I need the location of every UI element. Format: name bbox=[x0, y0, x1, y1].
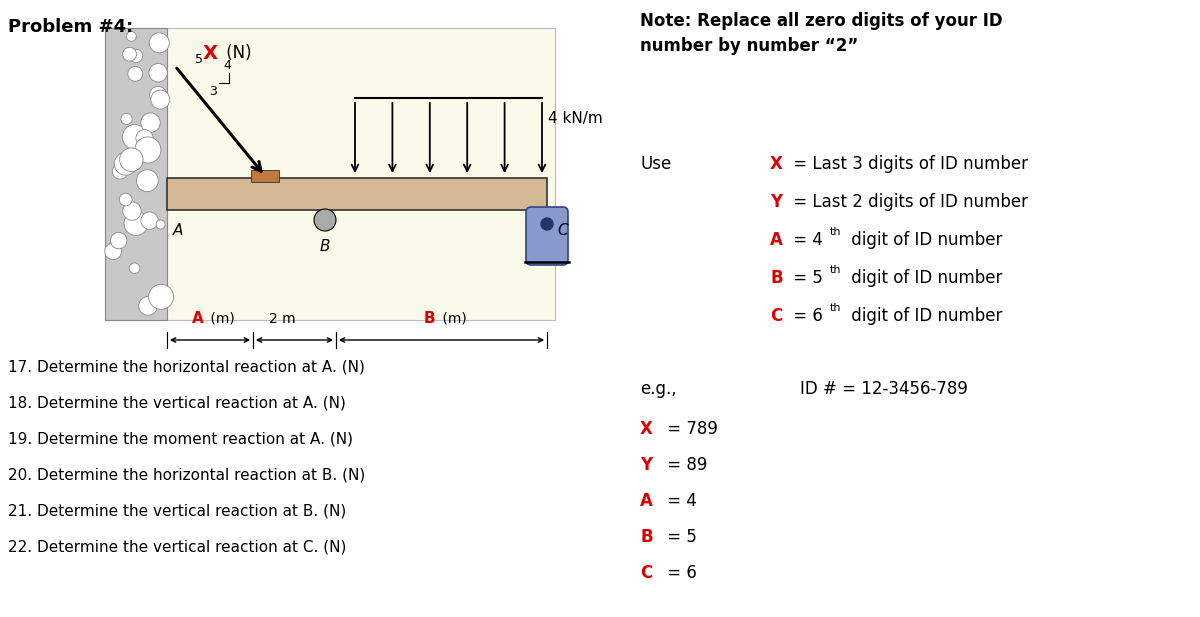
Bar bbox=[251, 170, 278, 182]
Text: $C$: $C$ bbox=[557, 222, 570, 238]
Text: B: B bbox=[640, 528, 653, 546]
Text: = 4: = 4 bbox=[662, 492, 697, 510]
Text: B: B bbox=[770, 269, 782, 287]
Bar bbox=[167, 178, 547, 210]
Text: Use: Use bbox=[640, 155, 671, 173]
Bar bbox=[106, 28, 554, 320]
Text: (m): (m) bbox=[206, 312, 235, 326]
Circle shape bbox=[113, 164, 127, 179]
Text: Y: Y bbox=[770, 193, 782, 211]
Circle shape bbox=[140, 113, 161, 133]
Text: th: th bbox=[830, 303, 841, 313]
Text: 22. Determine the vertical reaction at C. (N): 22. Determine the vertical reaction at C… bbox=[8, 540, 347, 555]
Circle shape bbox=[137, 170, 158, 192]
Circle shape bbox=[122, 125, 148, 149]
Text: th: th bbox=[830, 227, 841, 237]
Bar bbox=[106, 28, 167, 320]
Circle shape bbox=[120, 148, 143, 172]
Circle shape bbox=[114, 152, 137, 175]
Text: th: th bbox=[830, 265, 841, 275]
Text: X: X bbox=[770, 155, 782, 173]
Circle shape bbox=[130, 49, 143, 62]
Text: = Last 2 digits of ID number: = Last 2 digits of ID number bbox=[788, 193, 1028, 211]
Text: $A$: $A$ bbox=[172, 222, 185, 238]
Circle shape bbox=[149, 33, 169, 53]
Text: (N): (N) bbox=[221, 44, 252, 62]
Circle shape bbox=[121, 114, 132, 125]
Text: ID # = 12-3456-789: ID # = 12-3456-789 bbox=[800, 380, 968, 398]
Text: X: X bbox=[203, 44, 218, 63]
Text: = 89: = 89 bbox=[662, 456, 707, 474]
Text: 5: 5 bbox=[194, 53, 203, 66]
Text: digit of ID number: digit of ID number bbox=[846, 307, 1002, 325]
Text: = 4: = 4 bbox=[788, 231, 823, 249]
Text: digit of ID number: digit of ID number bbox=[846, 231, 1002, 249]
Text: X: X bbox=[640, 420, 653, 438]
Text: digit of ID number: digit of ID number bbox=[846, 269, 1002, 287]
Text: 17. Determine the horizontal reaction at A. (N): 17. Determine the horizontal reaction at… bbox=[8, 360, 365, 375]
Circle shape bbox=[126, 31, 137, 41]
Text: A: A bbox=[640, 492, 653, 510]
Text: 4: 4 bbox=[223, 59, 230, 72]
Text: C: C bbox=[640, 564, 653, 582]
Text: $B$: $B$ bbox=[319, 238, 330, 254]
Circle shape bbox=[104, 243, 121, 260]
Circle shape bbox=[124, 212, 148, 236]
Text: e.g.,: e.g., bbox=[640, 380, 677, 398]
Circle shape bbox=[122, 202, 142, 220]
Circle shape bbox=[127, 67, 143, 81]
Text: 19. Determine the moment reaction at A. (N): 19. Determine the moment reaction at A. … bbox=[8, 432, 353, 447]
Text: = 5: = 5 bbox=[662, 528, 697, 546]
Circle shape bbox=[139, 297, 157, 315]
Text: A: A bbox=[770, 231, 782, 249]
Text: 2 m: 2 m bbox=[269, 312, 296, 326]
Text: = 6: = 6 bbox=[788, 307, 823, 325]
Text: 4 kN/m: 4 kN/m bbox=[548, 110, 602, 125]
Text: 20. Determine the horizontal reaction at B. (N): 20. Determine the horizontal reaction at… bbox=[8, 468, 365, 483]
Circle shape bbox=[149, 64, 167, 82]
Text: Y: Y bbox=[640, 456, 652, 474]
Circle shape bbox=[116, 154, 132, 168]
Text: B: B bbox=[424, 311, 436, 326]
Circle shape bbox=[314, 209, 336, 231]
Text: Problem #4:: Problem #4: bbox=[8, 18, 133, 36]
Text: 3: 3 bbox=[209, 85, 217, 98]
Text: C: C bbox=[770, 307, 782, 325]
Text: 18. Determine the vertical reaction at A. (N): 18. Determine the vertical reaction at A… bbox=[8, 396, 346, 411]
Circle shape bbox=[150, 86, 167, 104]
Circle shape bbox=[134, 137, 161, 163]
Circle shape bbox=[119, 193, 132, 206]
Circle shape bbox=[140, 212, 158, 230]
Text: 21. Determine the vertical reaction at B. (N): 21. Determine the vertical reaction at B… bbox=[8, 504, 347, 519]
Text: = 6: = 6 bbox=[662, 564, 697, 582]
Text: = 5: = 5 bbox=[788, 269, 823, 287]
Circle shape bbox=[149, 284, 174, 309]
Circle shape bbox=[130, 263, 140, 273]
Circle shape bbox=[541, 218, 553, 230]
Text: = Last 3 digits of ID number: = Last 3 digits of ID number bbox=[788, 155, 1028, 173]
Circle shape bbox=[156, 220, 166, 229]
Text: A: A bbox=[192, 311, 204, 326]
Circle shape bbox=[136, 130, 154, 147]
FancyBboxPatch shape bbox=[526, 207, 568, 265]
Text: = 789: = 789 bbox=[662, 420, 718, 438]
Text: (m): (m) bbox=[438, 312, 467, 326]
Circle shape bbox=[122, 48, 137, 61]
Circle shape bbox=[151, 90, 169, 109]
Circle shape bbox=[110, 233, 127, 249]
Text: Note: Replace all zero digits of your ID
number by number “2”: Note: Replace all zero digits of your ID… bbox=[640, 12, 1003, 55]
